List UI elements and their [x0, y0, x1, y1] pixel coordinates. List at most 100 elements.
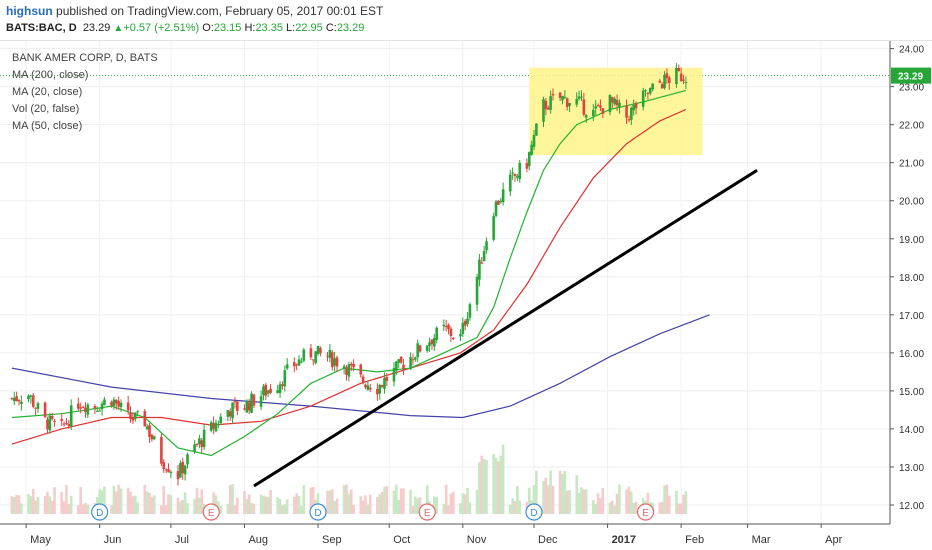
volume-bar — [181, 499, 185, 514]
volume-bar — [330, 489, 334, 514]
volume-bar — [433, 496, 436, 514]
candle-body — [378, 384, 382, 394]
volume-bar — [226, 503, 230, 514]
y-tick-label: 24.00 — [899, 45, 924, 56]
candle-body — [31, 395, 35, 407]
candle-body — [86, 404, 90, 415]
volume-bar — [119, 488, 123, 514]
low-label: L: — [286, 22, 296, 34]
candle-body — [53, 420, 56, 422]
candle-body — [677, 68, 681, 72]
volume-bar — [378, 494, 382, 514]
volume-bar — [77, 505, 80, 514]
candle-body — [243, 408, 246, 410]
candle-body — [67, 423, 71, 426]
volume-bar — [480, 455, 484, 514]
volume-bar — [444, 484, 448, 514]
candle-body — [409, 357, 412, 370]
volume-bar — [84, 502, 87, 514]
candle-body — [532, 134, 536, 147]
close-value: 23.29 — [336, 22, 365, 34]
volume-bar — [544, 477, 548, 514]
y-tick-label: 23.00 — [899, 83, 924, 94]
volume-bar — [136, 502, 139, 514]
candle-body — [376, 389, 379, 395]
volume-bar — [252, 503, 256, 514]
volume-bar — [511, 498, 514, 514]
candle-body — [667, 77, 671, 84]
candle-body — [226, 410, 230, 417]
candle-body — [245, 400, 249, 413]
volume-bar — [176, 497, 180, 514]
earnings-marker — [636, 503, 655, 521]
volume-bar — [542, 480, 545, 514]
candle-body — [675, 67, 678, 84]
volume-bar — [50, 500, 54, 514]
volume-bar — [558, 470, 562, 514]
volume-bar — [183, 492, 187, 514]
earnings-marker — [202, 503, 220, 521]
volume-bar — [169, 495, 173, 514]
volume-bar — [112, 486, 116, 514]
legend-ma50[interactable]: MA (50, close) — [12, 120, 83, 132]
candle-body — [530, 144, 533, 155]
candle-body — [682, 79, 685, 81]
candle-body — [162, 462, 166, 470]
volume-bar — [285, 499, 289, 514]
candle-body — [48, 415, 52, 431]
volume-bar — [449, 493, 453, 514]
x-tick-label: Sep — [322, 534, 342, 546]
candle-body — [233, 400, 237, 403]
volume-bar — [376, 497, 379, 514]
volume-bar — [561, 474, 564, 514]
candle-body — [79, 407, 82, 409]
candle-body — [326, 355, 329, 357]
volume-bar — [160, 505, 163, 514]
y-tick-label: 21.00 — [899, 159, 924, 170]
volume-bar — [675, 490, 678, 514]
candle-body — [198, 438, 201, 445]
candle-body — [625, 105, 628, 118]
volume-bar — [81, 504, 85, 514]
volume-bar — [143, 484, 147, 514]
volume-bar — [79, 486, 82, 514]
candle-body — [17, 400, 21, 402]
y-tick-label: 19.00 — [899, 235, 924, 246]
candle-body — [385, 377, 389, 381]
volume-bar — [518, 500, 522, 514]
volume-bar — [630, 491, 633, 514]
volume-bar — [15, 495, 18, 514]
candle-body — [214, 422, 218, 432]
volume-bar — [247, 494, 251, 514]
volume-bar — [62, 501, 66, 514]
volume-bar — [632, 503, 635, 514]
volume-bar — [442, 503, 446, 514]
volume-bar — [551, 485, 555, 514]
candle-body — [546, 107, 550, 110]
legend-volume[interactable]: Vol (20, false) — [12, 103, 80, 115]
volume-bar — [283, 504, 287, 514]
y-tick-label: 17.00 — [899, 311, 924, 322]
legend-ma200[interactable]: MA (200, close) — [12, 69, 89, 81]
legend-ma20[interactable]: MA (20, close) — [12, 86, 83, 98]
volume-bar — [233, 505, 237, 514]
candle-body — [383, 377, 386, 389]
x-tick-label: Oct — [393, 534, 410, 546]
candle-body — [114, 399, 118, 404]
candle-body — [478, 259, 481, 280]
candle-body — [119, 402, 123, 408]
candle-body — [641, 90, 645, 107]
volume-bar — [665, 484, 669, 514]
candle-body — [575, 98, 579, 105]
price-chart[interactable]: D E D E D E 24.00 23.00 22.00 21.00 20.00 19.00 18.… — [0, 41, 932, 550]
dividend-label: D — [314, 508, 321, 519]
volume-bar — [53, 487, 56, 514]
volume-bar — [309, 487, 313, 514]
author-name[interactable]: highsun — [6, 4, 53, 18]
candle-body — [150, 434, 154, 440]
candle-body — [480, 262, 484, 264]
candle-body — [292, 362, 296, 367]
volume-bar — [69, 495, 73, 514]
volume-bar — [27, 493, 30, 514]
x-tick-label: Apr — [825, 534, 842, 546]
